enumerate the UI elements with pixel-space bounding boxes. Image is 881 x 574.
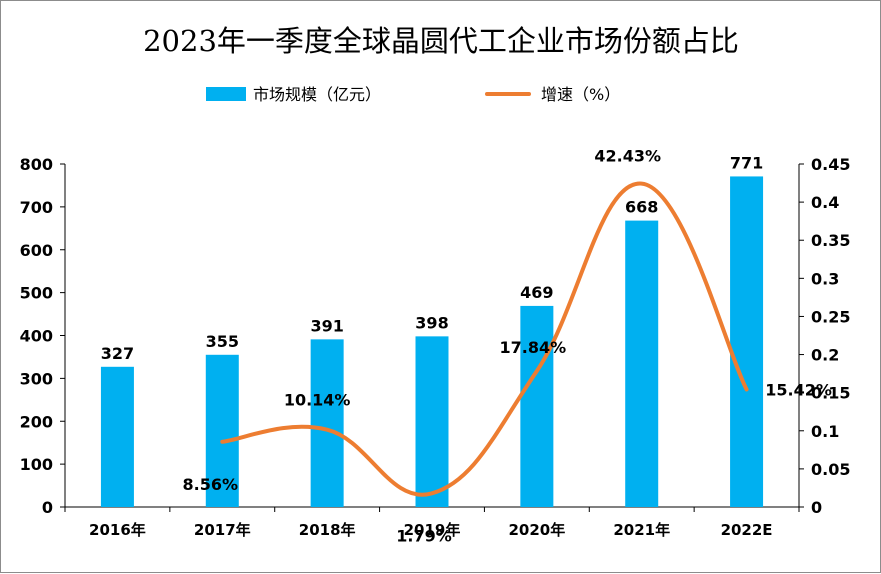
y-right-tick-label: 0.45 xyxy=(811,155,850,174)
y-right-tick-label: 0.35 xyxy=(811,231,850,250)
y-right-tick-label: 0 xyxy=(811,498,822,517)
y-left-tick-label: 600 xyxy=(20,241,53,260)
y-left-tick-label: 100 xyxy=(20,455,53,474)
data-labels: 327 355 391 398 469 668 771 8.56% 10.14% 1.79% 17.… xyxy=(101,147,832,546)
legend-swatch-bar xyxy=(206,87,246,101)
y-right-tick-label: 0.25 xyxy=(811,307,850,326)
bar-value-label: 398 xyxy=(415,313,448,332)
bar xyxy=(520,306,553,507)
bar-value-label: 469 xyxy=(520,283,553,302)
growth-line-path xyxy=(222,184,746,495)
y-left-tick-label: 0 xyxy=(42,498,53,517)
legend-label-line: 增速（%） xyxy=(541,85,620,104)
y-left-tick-label: 200 xyxy=(20,412,53,431)
bar xyxy=(416,336,449,507)
line-value-label: 17.84% xyxy=(500,338,567,357)
x-category-label: 2017年 xyxy=(194,521,251,539)
y-right-tick-label: 0.3 xyxy=(811,269,839,288)
growth-line xyxy=(222,184,746,495)
bar-value-label: 327 xyxy=(101,344,134,363)
legend-label-bar: 市场规模（亿元） xyxy=(253,85,381,104)
y-left-tick-label: 700 xyxy=(20,198,53,217)
y-left-tick-label: 300 xyxy=(20,369,53,388)
y-left-tick-label: 500 xyxy=(20,284,53,303)
legend: 市场规模（亿元） 增速（%） xyxy=(206,85,620,104)
x-category-label: 2018年 xyxy=(299,521,356,539)
x-category-label: 2021年 xyxy=(613,521,670,539)
line-value-label: 1.79% xyxy=(396,526,452,545)
bar xyxy=(730,176,763,507)
bar xyxy=(625,221,658,507)
y-right-tick-label: 0.2 xyxy=(811,346,839,365)
bars xyxy=(101,176,763,507)
line-value-label: 10.14% xyxy=(284,391,351,410)
x-category-label: 2016年 xyxy=(89,521,146,539)
bar-value-label: 391 xyxy=(310,316,343,335)
bar-value-label: 668 xyxy=(625,198,658,217)
line-value-label: 8.56% xyxy=(183,475,239,494)
bar xyxy=(311,339,344,507)
chart-title: 2023年一季度全球晶圆代工企业市场份额占比 xyxy=(143,24,739,58)
line-value-label: 15.42% xyxy=(765,380,832,399)
y-right-tick-label: 0.4 xyxy=(811,193,839,212)
y-right-tick-label: 0.1 xyxy=(811,422,839,441)
bar-value-label: 355 xyxy=(206,332,239,351)
x-category-label: 2020年 xyxy=(508,521,565,539)
y-right-tick-label: 0.05 xyxy=(811,460,850,479)
line-value-label: 42.43% xyxy=(594,147,661,166)
y-left-tick-label: 400 xyxy=(20,327,53,346)
y-left-tick-label: 800 xyxy=(20,155,53,174)
x-category-label: 2022E xyxy=(721,521,773,539)
bar-value-label: 771 xyxy=(730,153,763,172)
bar xyxy=(101,367,134,507)
